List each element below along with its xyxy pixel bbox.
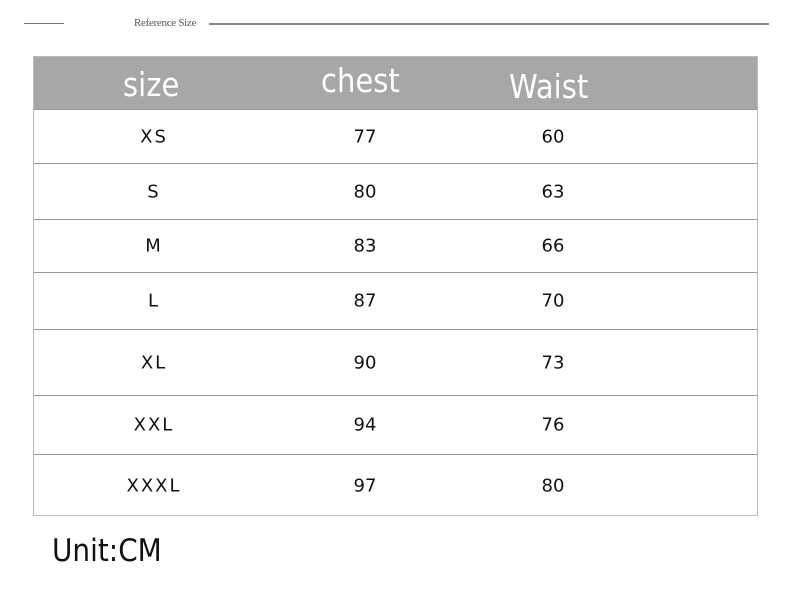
waist-cell: 60 bbox=[541, 126, 565, 147]
header-chest: chest bbox=[321, 61, 400, 100]
table-row: M 83 66 bbox=[34, 219, 757, 272]
chest-cell: 97 bbox=[353, 475, 377, 497]
waist-cell: 76 bbox=[541, 414, 565, 436]
chest-cell: 94 bbox=[353, 414, 377, 436]
decorative-line-left bbox=[24, 23, 64, 24]
size-cell: S bbox=[147, 181, 161, 202]
size-cell: XS bbox=[140, 126, 168, 147]
waist-cell: 73 bbox=[541, 352, 565, 373]
reference-size-title: Reference Size bbox=[134, 17, 197, 29]
table-row: XL 90 73 bbox=[34, 329, 757, 395]
waist-cell: 70 bbox=[541, 290, 565, 312]
size-table: size chest Waist XS 77 60 S 80 63 M 83 66 L 87 70 XL… bbox=[33, 56, 758, 516]
size-cell: M bbox=[145, 235, 163, 257]
chest-cell: 80 bbox=[353, 181, 377, 202]
table-header: size chest Waist bbox=[34, 57, 757, 109]
decorative-line-right bbox=[209, 23, 769, 25]
table-row: L 87 70 bbox=[34, 272, 757, 329]
waist-cell: 63 bbox=[541, 181, 565, 202]
chest-cell: 90 bbox=[353, 352, 377, 373]
header-waist: Waist bbox=[509, 67, 589, 106]
size-cell: XL bbox=[140, 352, 168, 373]
chest-cell: 77 bbox=[353, 126, 377, 147]
chest-cell: 87 bbox=[353, 290, 377, 312]
chest-cell: 83 bbox=[353, 235, 377, 257]
unit-label: Unit:CM bbox=[52, 533, 162, 569]
header-size: size bbox=[123, 65, 180, 104]
table-row: XXL 94 76 bbox=[34, 395, 757, 454]
size-cell: L bbox=[147, 290, 161, 312]
table-row: XXXL 97 80 bbox=[34, 454, 757, 517]
table-row: XS 77 60 bbox=[34, 109, 757, 163]
waist-cell: 80 bbox=[541, 475, 565, 497]
table-row: S 80 63 bbox=[34, 163, 757, 219]
size-cell: XXXL bbox=[126, 475, 182, 497]
waist-cell: 66 bbox=[541, 235, 565, 257]
size-cell: XXL bbox=[133, 414, 175, 436]
